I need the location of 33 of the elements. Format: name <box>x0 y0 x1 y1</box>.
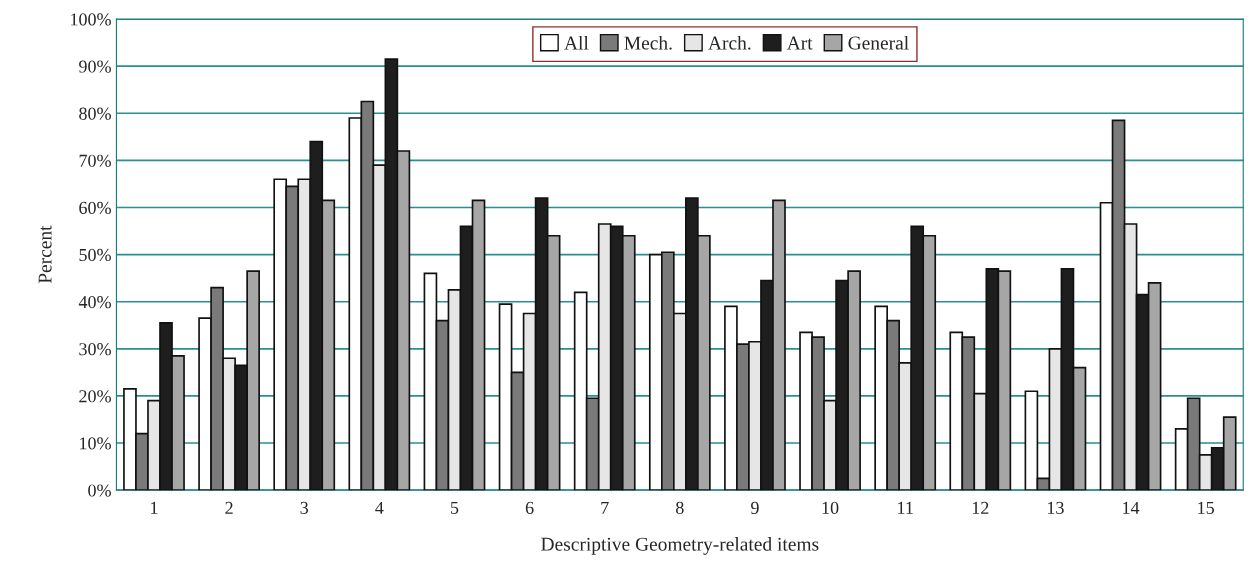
legend-label: Arch. <box>708 35 751 50</box>
y-axis-title: Percent <box>38 225 52 284</box>
x-axis-title: Descriptive Geometry-related items <box>541 537 819 555</box>
x-tick-label: 2 <box>225 501 233 514</box>
y-tick-label: 40% <box>78 295 111 309</box>
x-tick-label: 3 <box>300 501 309 514</box>
y-tick-label: 60% <box>79 201 111 214</box>
x-tick-label: 10 <box>822 501 839 514</box>
legend-label: All <box>564 35 589 50</box>
x-tick-label: 8 <box>676 501 684 514</box>
y-tick-label: 50% <box>79 248 111 262</box>
y-tick-label: 20% <box>79 390 111 403</box>
x-tick-label: 4 <box>375 501 384 514</box>
x-tick-label: 5 <box>451 501 459 514</box>
x-tick-label: 9 <box>751 501 759 514</box>
legend-label: General <box>848 35 909 50</box>
y-tick-label: 0% <box>88 484 111 497</box>
y-tick-label: 80% <box>79 107 111 120</box>
x-tick-label: 13 <box>1048 501 1064 514</box>
x-tick-label: 11 <box>898 501 913 514</box>
y-tick-label: 100% <box>71 13 111 26</box>
x-tick-label: 7 <box>601 501 609 514</box>
y-tick-label: 10% <box>80 437 111 450</box>
y-tick-label: 30% <box>79 343 111 356</box>
x-tick-label: 1 <box>151 501 158 514</box>
x-tick-label: 6 <box>525 501 534 514</box>
x-tick-label: 14 <box>1123 501 1140 514</box>
x-tick-label: 12 <box>972 501 989 514</box>
legend-label: Mech. <box>624 35 672 50</box>
x-tick-label: 15 <box>1198 501 1214 514</box>
legend-label: Art <box>786 36 813 50</box>
y-tick-label: 70% <box>79 154 111 167</box>
y-tick-label: 90% <box>79 60 111 73</box>
